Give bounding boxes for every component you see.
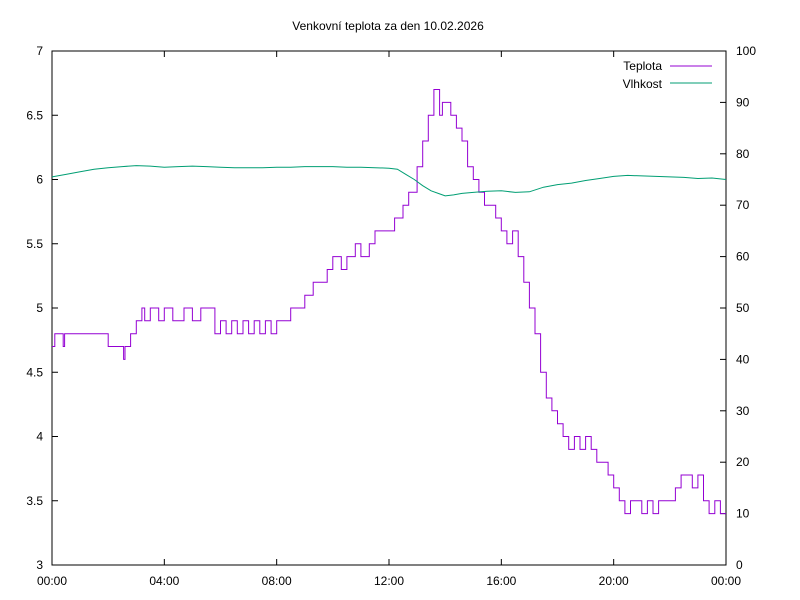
right-tick-label: 100 [736,44,756,58]
right-tick-label: 20 [736,455,750,469]
right-tick-label: 80 [736,147,750,161]
legend-label-vlhkost: Vlhkost [623,77,663,91]
x-axis: 00:00 04:00 08:00 12:00 16:00 20:00 00:00 [37,559,741,588]
right-axis: 0 10 20 30 40 50 60 70 80 90 100 [720,44,756,572]
top-axis-ticks [51,51,727,57]
left-tick-label: 6.5 [26,108,43,122]
left-tick-label: 5.5 [26,237,43,251]
left-tick-label: 3 [36,558,43,572]
right-tick-label: 90 [736,95,750,109]
right-tick-label: 70 [736,198,750,212]
series-layer [51,89,727,515]
x-tick-label: 16:00 [486,574,516,588]
legend: Teplota Vlhkost [623,59,712,91]
x-tick-label: 04:00 [149,574,179,588]
chart-title: Venkovní teplota za den 10.02.2026 [292,19,484,33]
right-tick-label: 50 [736,301,750,315]
series-line-teplota [52,89,726,515]
series-line-vlhkost [51,165,727,197]
left-tick-label: 3.5 [26,494,43,508]
legend-label-teplota: Teplota [623,59,662,73]
right-tick-label: 60 [736,250,750,264]
right-tick-label: 40 [736,352,750,366]
right-tick-label: 0 [736,558,743,572]
left-tick-label: 5 [36,301,43,315]
x-tick-label: 00:00 [711,574,741,588]
left-axis: 3 3.5 4 4.5 5 5.5 6 6.5 7 [26,44,58,572]
left-tick-label: 4 [36,430,43,444]
x-tick-label: 12:00 [374,574,404,588]
x-tick-label: 08:00 [262,574,292,588]
left-tick-label: 4.5 [26,365,43,379]
x-tick-label: 20:00 [599,574,629,588]
left-tick-label: 7 [36,44,43,58]
x-tick-label: 00:00 [37,574,67,588]
left-tick-label: 6 [36,173,43,187]
right-tick-label: 10 [736,507,750,521]
right-tick-label: 30 [736,404,750,418]
